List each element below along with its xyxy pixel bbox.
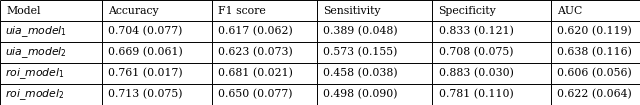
Text: 0.617 (0.062): 0.617 (0.062) [218, 26, 293, 37]
Text: 0.883 (0.030): 0.883 (0.030) [438, 68, 513, 79]
Text: 0.389 (0.048): 0.389 (0.048) [323, 26, 397, 37]
Text: Sensitivity: Sensitivity [323, 5, 380, 16]
Text: 0.606 (0.056): 0.606 (0.056) [557, 68, 632, 79]
Text: 0.708 (0.075): 0.708 (0.075) [438, 47, 513, 58]
Text: Accuracy: Accuracy [108, 5, 159, 16]
Text: $\mathit{roi\_model}_{1}$: $\mathit{roi\_model}_{1}$ [5, 66, 65, 81]
Text: 0.650 (0.077): 0.650 (0.077) [218, 89, 293, 100]
Text: 0.623 (0.073): 0.623 (0.073) [218, 47, 293, 58]
Text: Model: Model [6, 5, 41, 16]
Text: Specificity: Specificity [438, 5, 497, 16]
Text: 0.498 (0.090): 0.498 (0.090) [323, 89, 397, 100]
Text: F1 score: F1 score [218, 5, 266, 16]
Text: 0.704 (0.077): 0.704 (0.077) [108, 26, 182, 37]
Text: 0.781 (0.110): 0.781 (0.110) [438, 89, 513, 100]
Text: 0.620 (0.119): 0.620 (0.119) [557, 26, 632, 37]
Text: 0.573 (0.155): 0.573 (0.155) [323, 47, 397, 58]
Text: $\mathit{uia\_model}_{2}$: $\mathit{uia\_model}_{2}$ [5, 45, 67, 60]
Text: 0.622 (0.064): 0.622 (0.064) [557, 89, 632, 100]
Text: 0.713 (0.075): 0.713 (0.075) [108, 89, 183, 100]
Text: 0.681 (0.021): 0.681 (0.021) [218, 68, 293, 79]
Text: $\mathit{roi\_model}_{2}$: $\mathit{roi\_model}_{2}$ [5, 87, 65, 102]
Text: 0.669 (0.061): 0.669 (0.061) [108, 47, 183, 58]
Text: 0.833 (0.121): 0.833 (0.121) [438, 26, 513, 37]
Text: 0.761 (0.017): 0.761 (0.017) [108, 68, 183, 79]
Text: 0.458 (0.038): 0.458 (0.038) [323, 68, 397, 79]
Text: $\mathit{uia\_model}_{1}$: $\mathit{uia\_model}_{1}$ [5, 24, 67, 39]
Text: 0.638 (0.116): 0.638 (0.116) [557, 47, 632, 58]
Text: AUC: AUC [557, 5, 582, 16]
